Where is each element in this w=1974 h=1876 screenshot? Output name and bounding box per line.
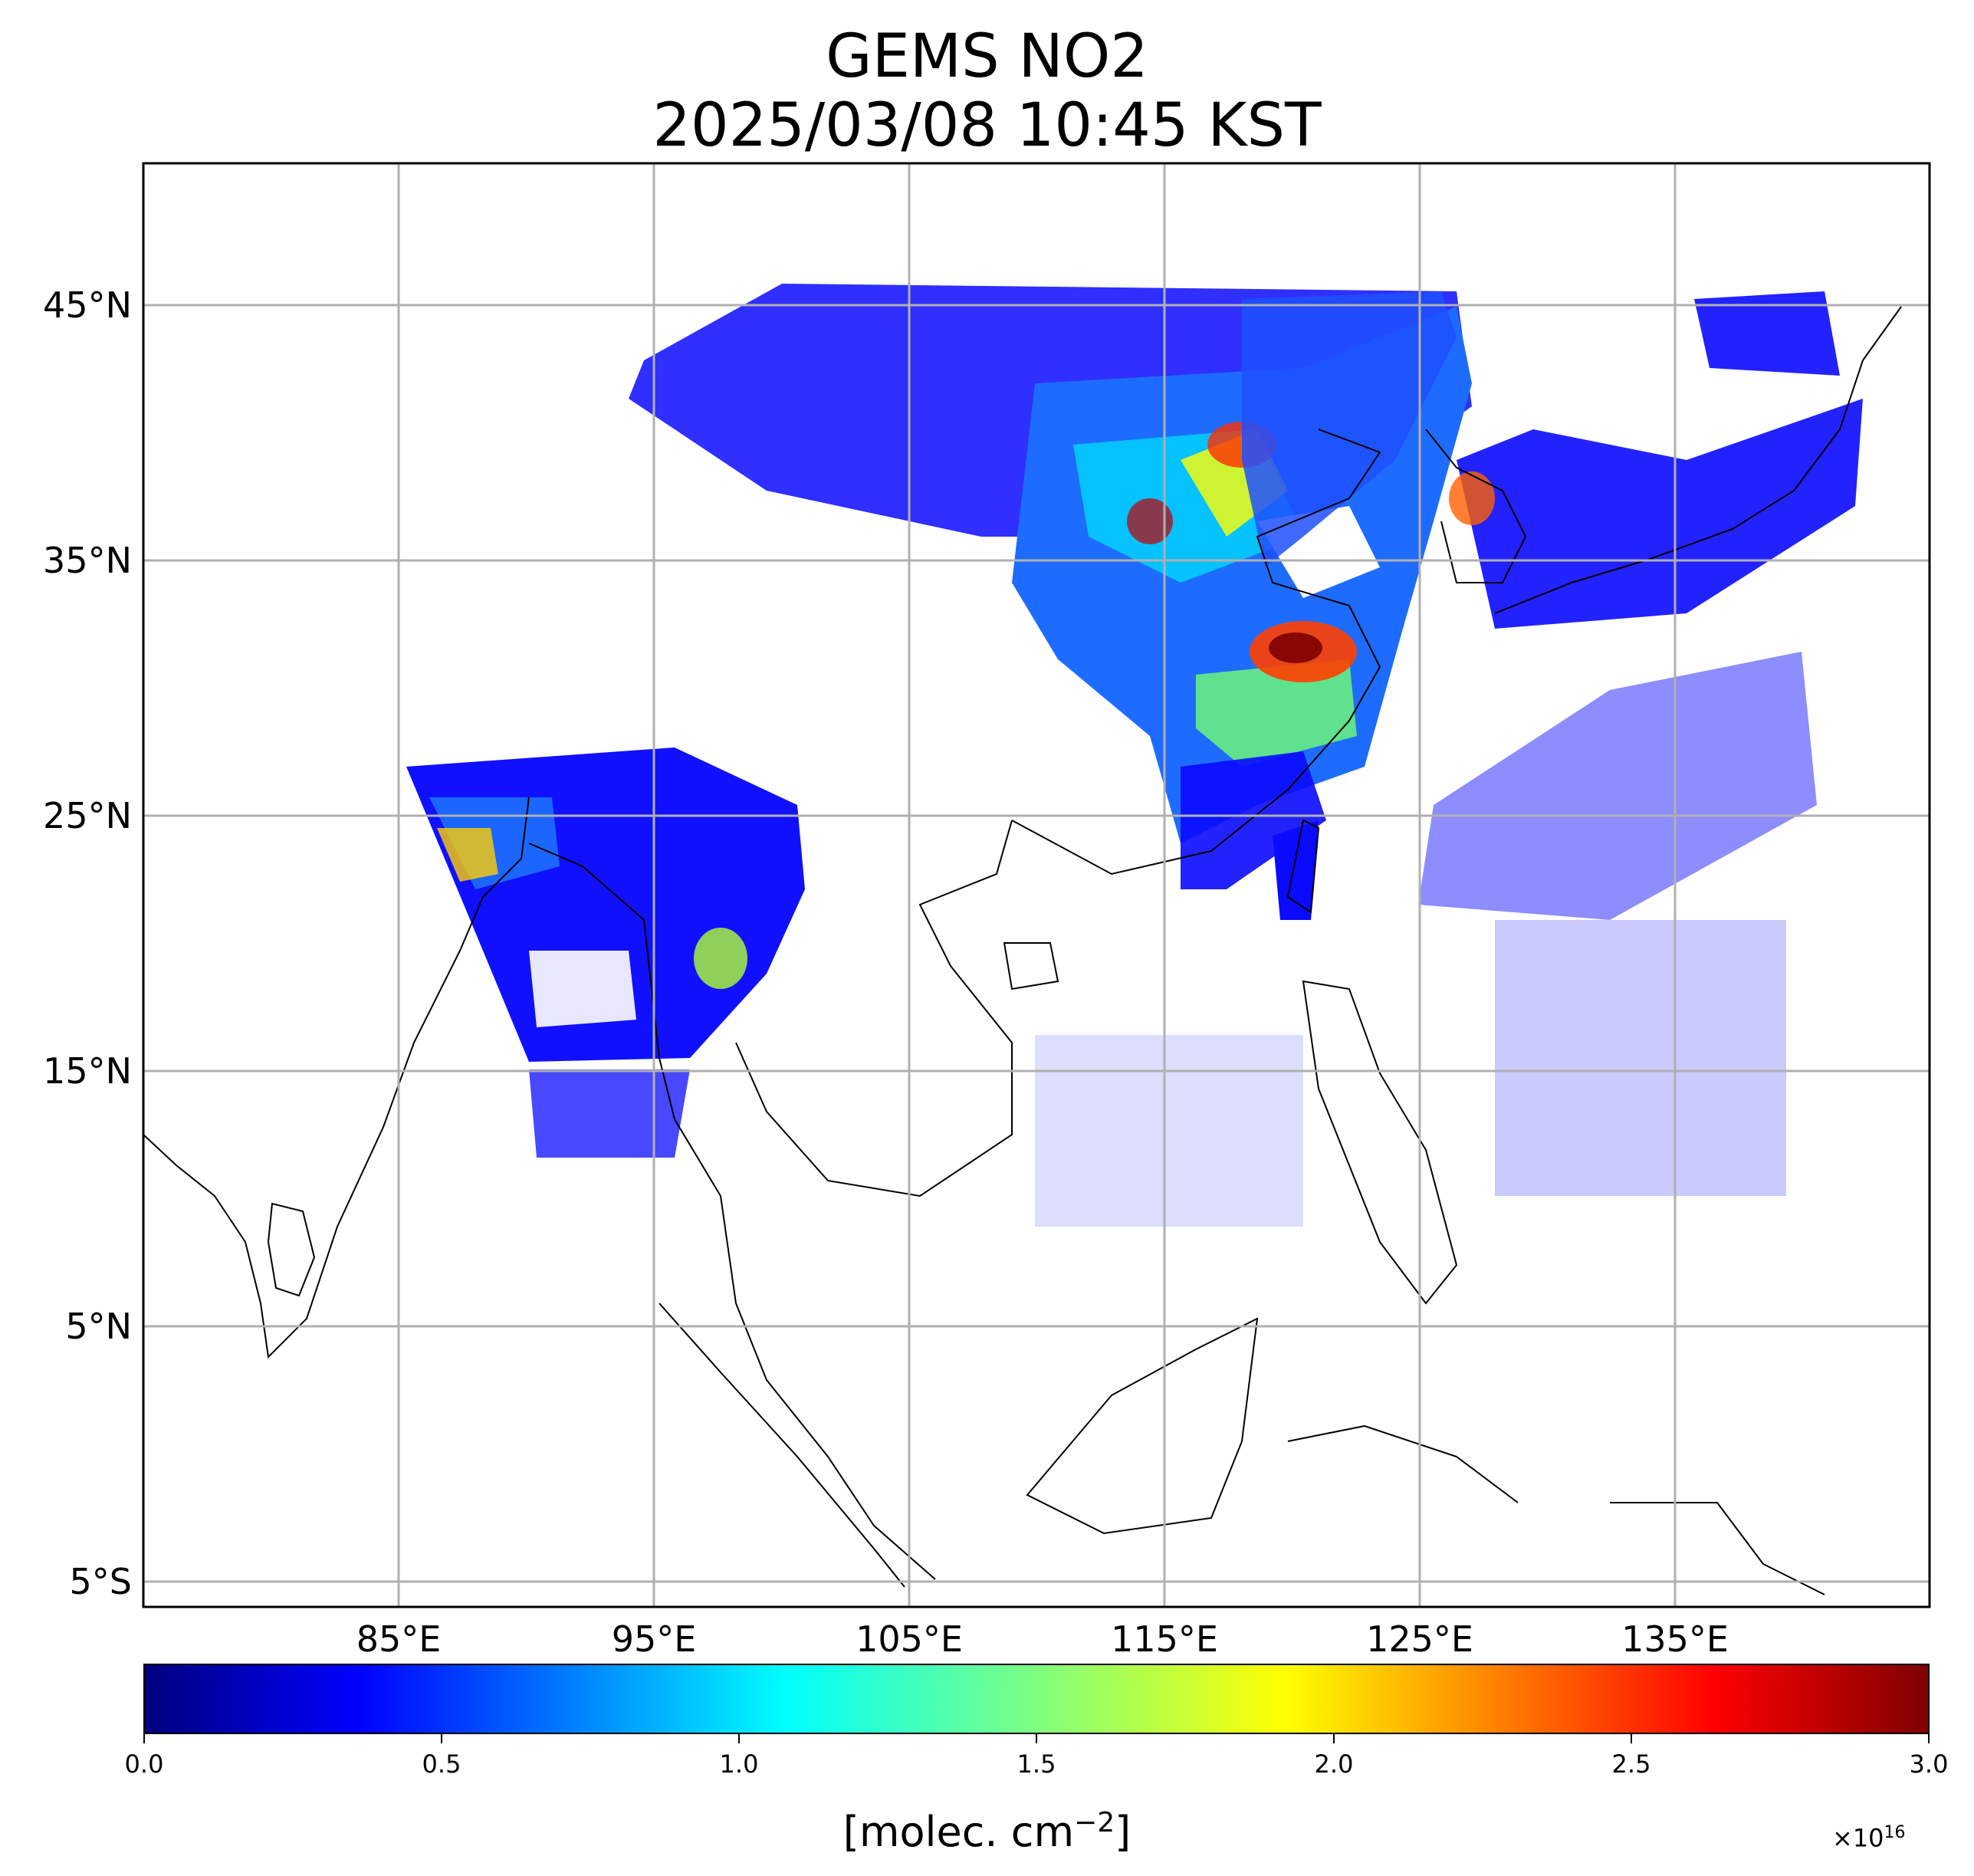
lon-label-135e: 135°E bbox=[1621, 1618, 1729, 1660]
no2-region-japan-korea bbox=[1242, 291, 1457, 567]
colorbar-unit-label: [molec. cm−2] bbox=[0, 1798, 1974, 1858]
unit-text: [molec. cm bbox=[842, 1808, 1075, 1856]
unit-exponent: −2 bbox=[1074, 1807, 1115, 1838]
srilanka-coast bbox=[267, 1202, 316, 1297]
colorbar bbox=[143, 1664, 1930, 1734]
colorbar-label-1: 0.5 bbox=[422, 1750, 461, 1779]
coastlines bbox=[143, 306, 1902, 1595]
lon-label-105e: 105°E bbox=[856, 1618, 963, 1660]
multiplier-base: ×10 bbox=[1832, 1823, 1884, 1853]
hainan-coast bbox=[1003, 942, 1059, 991]
lat-label-45n: 45°N bbox=[43, 284, 132, 326]
indochina-coast bbox=[528, 843, 936, 1580]
no2-region-pacific bbox=[1418, 652, 1817, 920]
unit-bracket: ] bbox=[1115, 1808, 1132, 1856]
lat-label-25n: 25°N bbox=[43, 795, 132, 836]
colorbar-label-2: 1.0 bbox=[719, 1750, 759, 1779]
colorbar-tick bbox=[1928, 1734, 1930, 1743]
lat-label-5n: 5°N bbox=[65, 1306, 132, 1347]
colorbar-label-0: 0.0 bbox=[124, 1750, 164, 1779]
philippines-coast bbox=[1302, 980, 1458, 1305]
colorbar-tick bbox=[441, 1734, 442, 1743]
colorbar-tick bbox=[1333, 1734, 1335, 1743]
sumatra-coast bbox=[659, 1303, 905, 1588]
map-subtitle: 2025/03/08 10:45 KST bbox=[652, 91, 1322, 160]
colorbar-multiplier: ×1016 bbox=[1832, 1823, 1906, 1853]
lon-label-95e: 95°E bbox=[611, 1618, 697, 1660]
lat-label-15n: 15°N bbox=[43, 1050, 132, 1092]
graticule bbox=[143, 163, 1930, 1607]
colorbar-label-6: 3.0 bbox=[1909, 1750, 1949, 1779]
china-coast bbox=[1011, 429, 1381, 876]
colorbar-tick bbox=[1036, 1734, 1037, 1743]
colorbar-label-3: 1.5 bbox=[1017, 1750, 1056, 1779]
colorbar-tick bbox=[143, 1734, 145, 1743]
colorbar-tick bbox=[738, 1734, 740, 1743]
no2-field bbox=[406, 284, 1863, 1227]
lon-label-125e: 125°E bbox=[1366, 1618, 1473, 1660]
india-coast bbox=[143, 797, 530, 1359]
lat-label-5s: 5°S bbox=[69, 1561, 132, 1602]
lon-label-115e: 115°E bbox=[1111, 1618, 1218, 1660]
taiwan-coast bbox=[1286, 819, 1320, 914]
korea-coast bbox=[1425, 429, 1527, 583]
lon-label-85e: 85°E bbox=[356, 1618, 442, 1660]
colorbar-label-4: 2.0 bbox=[1314, 1750, 1354, 1779]
multiplier-exponent: 16 bbox=[1884, 1823, 1906, 1842]
map-frame bbox=[142, 162, 1931, 1608]
lat-label-35n: 35°N bbox=[43, 540, 132, 581]
japan-coast bbox=[1494, 306, 1902, 614]
borneo-coast bbox=[1026, 1317, 1259, 1535]
colorbar-tick bbox=[1631, 1734, 1632, 1743]
map-title: GEMS NO2 bbox=[826, 22, 1148, 91]
colorbar-label-5: 2.5 bbox=[1611, 1750, 1651, 1779]
